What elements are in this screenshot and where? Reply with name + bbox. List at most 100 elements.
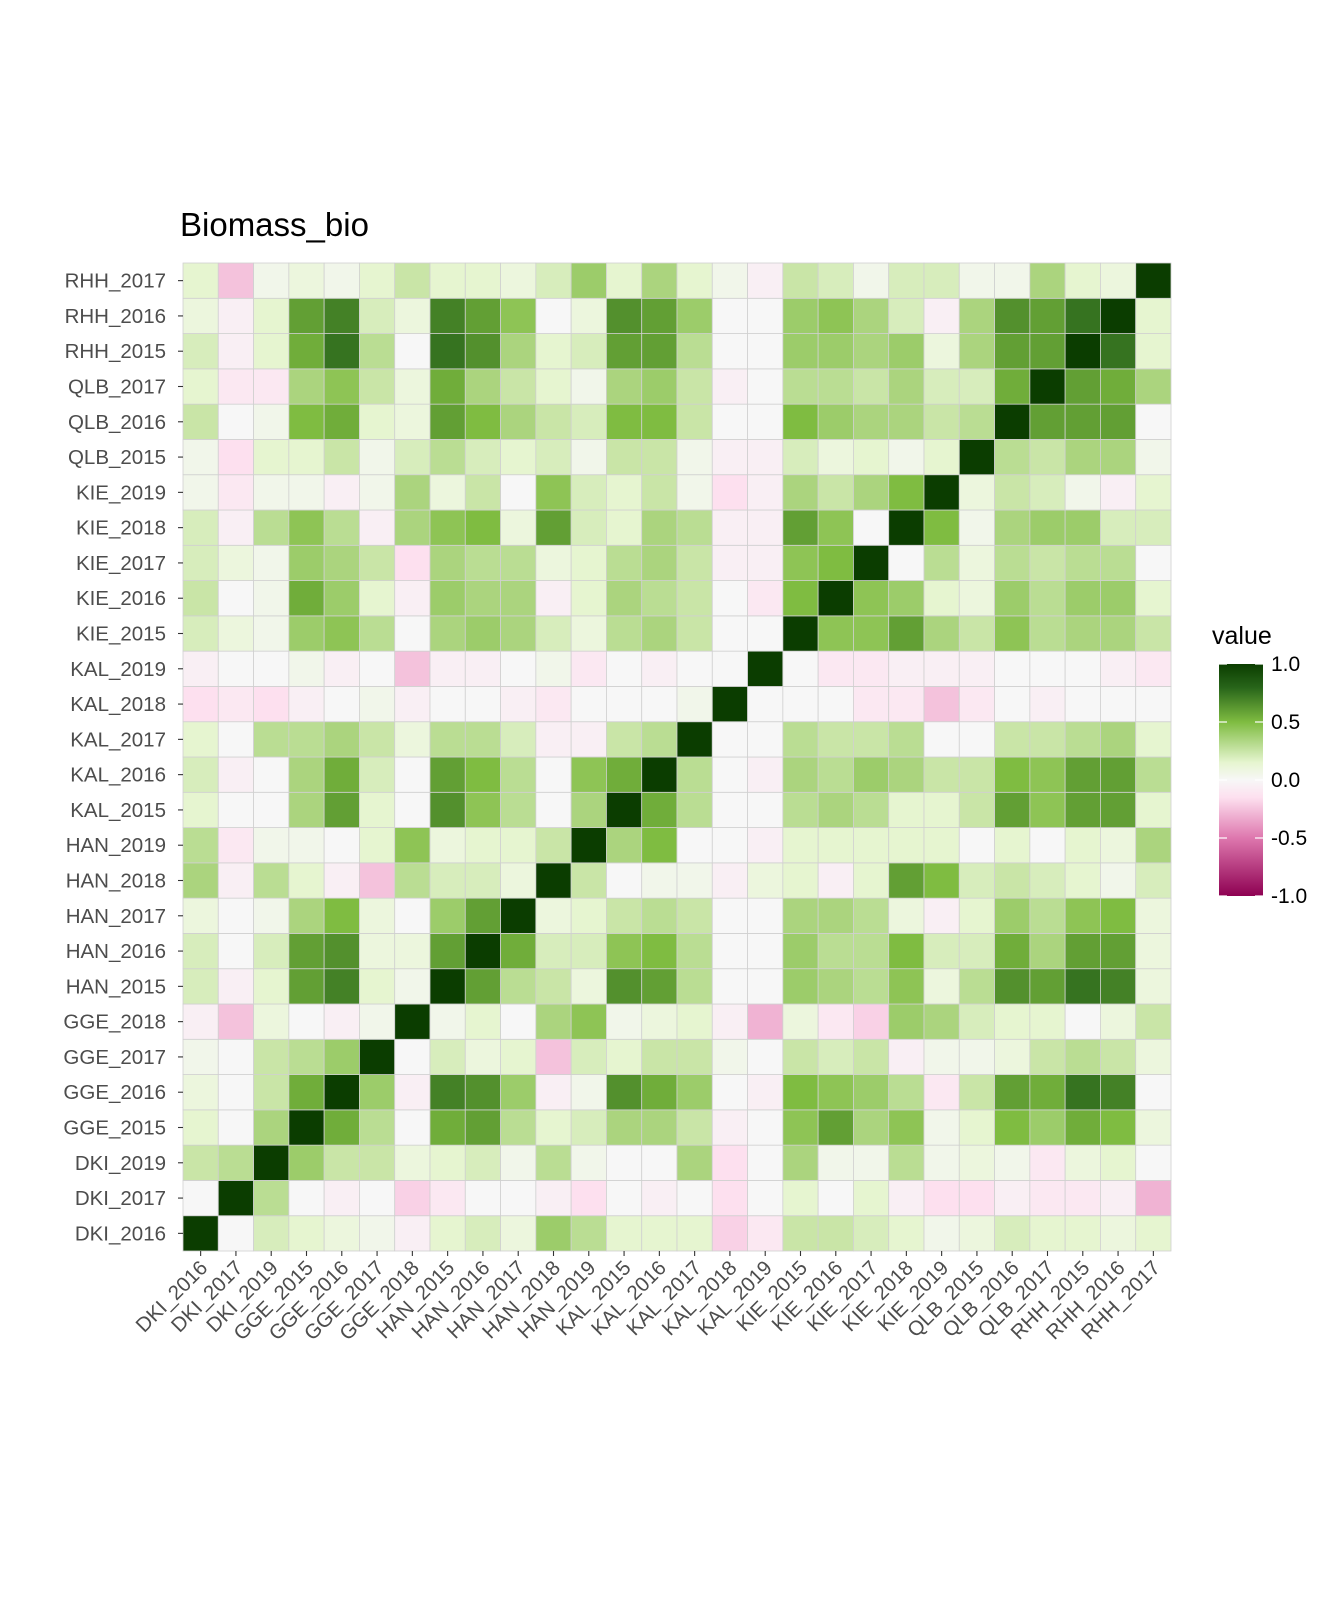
heatmap-cell — [359, 333, 396, 370]
y-tick-label: KIE_2018 — [76, 517, 166, 540]
heatmap-cell — [288, 580, 325, 617]
heatmap-cell — [782, 897, 819, 934]
heatmap-cell — [535, 686, 572, 723]
heatmap-cell — [217, 1074, 254, 1111]
heatmap-cell — [429, 791, 466, 828]
heatmap-cell — [253, 968, 290, 1005]
heatmap-cell — [923, 1038, 960, 1075]
legend-title: value — [1212, 622, 1272, 650]
heatmap-cell — [817, 897, 854, 934]
heatmap-cell — [323, 862, 360, 899]
heatmap-cell — [994, 615, 1031, 652]
heatmap-cell — [464, 544, 501, 581]
heatmap-cell — [429, 509, 466, 546]
heatmap-cell — [1064, 262, 1101, 299]
heatmap-cell — [817, 439, 854, 476]
heatmap-cell — [500, 403, 537, 440]
heatmap-cell — [182, 544, 219, 581]
heatmap-cell — [747, 1003, 784, 1040]
heatmap-cell — [1135, 1003, 1172, 1040]
heatmap-cell — [288, 544, 325, 581]
heatmap-cell — [323, 1074, 360, 1111]
heatmap-cell — [253, 862, 290, 899]
heatmap-cell — [288, 509, 325, 546]
heatmap-cell — [182, 1144, 219, 1181]
heatmap-cell — [182, 474, 219, 511]
heatmap-cell — [253, 1144, 290, 1181]
heatmap-cell — [253, 1180, 290, 1217]
heatmap-cell — [958, 1215, 995, 1252]
heatmap-cell — [323, 615, 360, 652]
heatmap-cell — [359, 368, 396, 405]
heatmap-cell — [323, 403, 360, 440]
heatmap-cell — [641, 544, 678, 581]
heatmap-cell — [958, 580, 995, 617]
y-tick-label: KAL_2019 — [70, 658, 166, 681]
heatmap-cell — [217, 1109, 254, 1146]
heatmap-cell — [888, 897, 925, 934]
heatmap-cell — [288, 721, 325, 758]
heatmap-cell — [253, 791, 290, 828]
heatmap-cell — [1064, 1038, 1101, 1075]
heatmap-cell — [1135, 262, 1172, 299]
heatmap-cell — [853, 333, 890, 370]
heatmap-cell — [853, 262, 890, 299]
heatmap-cell — [394, 1038, 431, 1075]
heatmap-cell — [747, 1074, 784, 1111]
heatmap-cell — [747, 1180, 784, 1217]
heatmap-cell — [288, 262, 325, 299]
heatmap-cells — [182, 262, 1172, 1252]
heatmap-cell — [888, 791, 925, 828]
heatmap-cell — [323, 333, 360, 370]
heatmap-cell — [606, 1180, 643, 1217]
heatmap-cell — [676, 615, 713, 652]
heatmap-cell — [1029, 1109, 1066, 1146]
heatmap-cell — [217, 1144, 254, 1181]
heatmap-cell — [676, 897, 713, 934]
heatmap-cell — [1064, 721, 1101, 758]
heatmap-cell — [217, 262, 254, 299]
heatmap-cell — [217, 686, 254, 723]
heatmap-cell — [888, 1109, 925, 1146]
heatmap-cell — [1029, 721, 1066, 758]
heatmap-cell — [994, 333, 1031, 370]
heatmap-cell — [641, 333, 678, 370]
heatmap-cell — [782, 1038, 819, 1075]
heatmap-cell — [994, 1144, 1031, 1181]
heatmap-cell — [747, 686, 784, 723]
heatmap-cell — [888, 474, 925, 511]
heatmap-cell — [676, 650, 713, 687]
heatmap-cell — [994, 756, 1031, 793]
heatmap-cell — [676, 403, 713, 440]
heatmap-cell — [711, 721, 748, 758]
heatmap-cell — [606, 756, 643, 793]
heatmap-cell — [817, 791, 854, 828]
heatmap-cell — [641, 403, 678, 440]
heatmap-cell — [394, 650, 431, 687]
heatmap-cell — [1100, 262, 1137, 299]
heatmap-cell — [253, 721, 290, 758]
heatmap-cell — [1135, 1180, 1172, 1217]
heatmap-cell — [500, 827, 537, 864]
heatmap-cell — [500, 615, 537, 652]
heatmap-cell — [853, 686, 890, 723]
heatmap-cell — [394, 368, 431, 405]
y-tick-label: RHH_2015 — [65, 340, 166, 363]
heatmap-cell — [182, 756, 219, 793]
heatmap-cell — [888, 650, 925, 687]
heatmap-cell — [217, 403, 254, 440]
heatmap-cell — [606, 827, 643, 864]
heatmap-cell — [464, 650, 501, 687]
heatmap-cell — [1135, 721, 1172, 758]
heatmap-cell — [1135, 1038, 1172, 1075]
heatmap-cell — [1029, 1038, 1066, 1075]
heatmap-cell — [500, 791, 537, 828]
heatmap-cell — [535, 474, 572, 511]
heatmap-cell — [217, 297, 254, 334]
heatmap-cell — [1029, 1003, 1066, 1040]
heatmap-cell — [747, 368, 784, 405]
heatmap-cell — [888, 580, 925, 617]
heatmap-cell — [888, 686, 925, 723]
heatmap-cell — [747, 791, 784, 828]
heatmap-cell — [253, 368, 290, 405]
